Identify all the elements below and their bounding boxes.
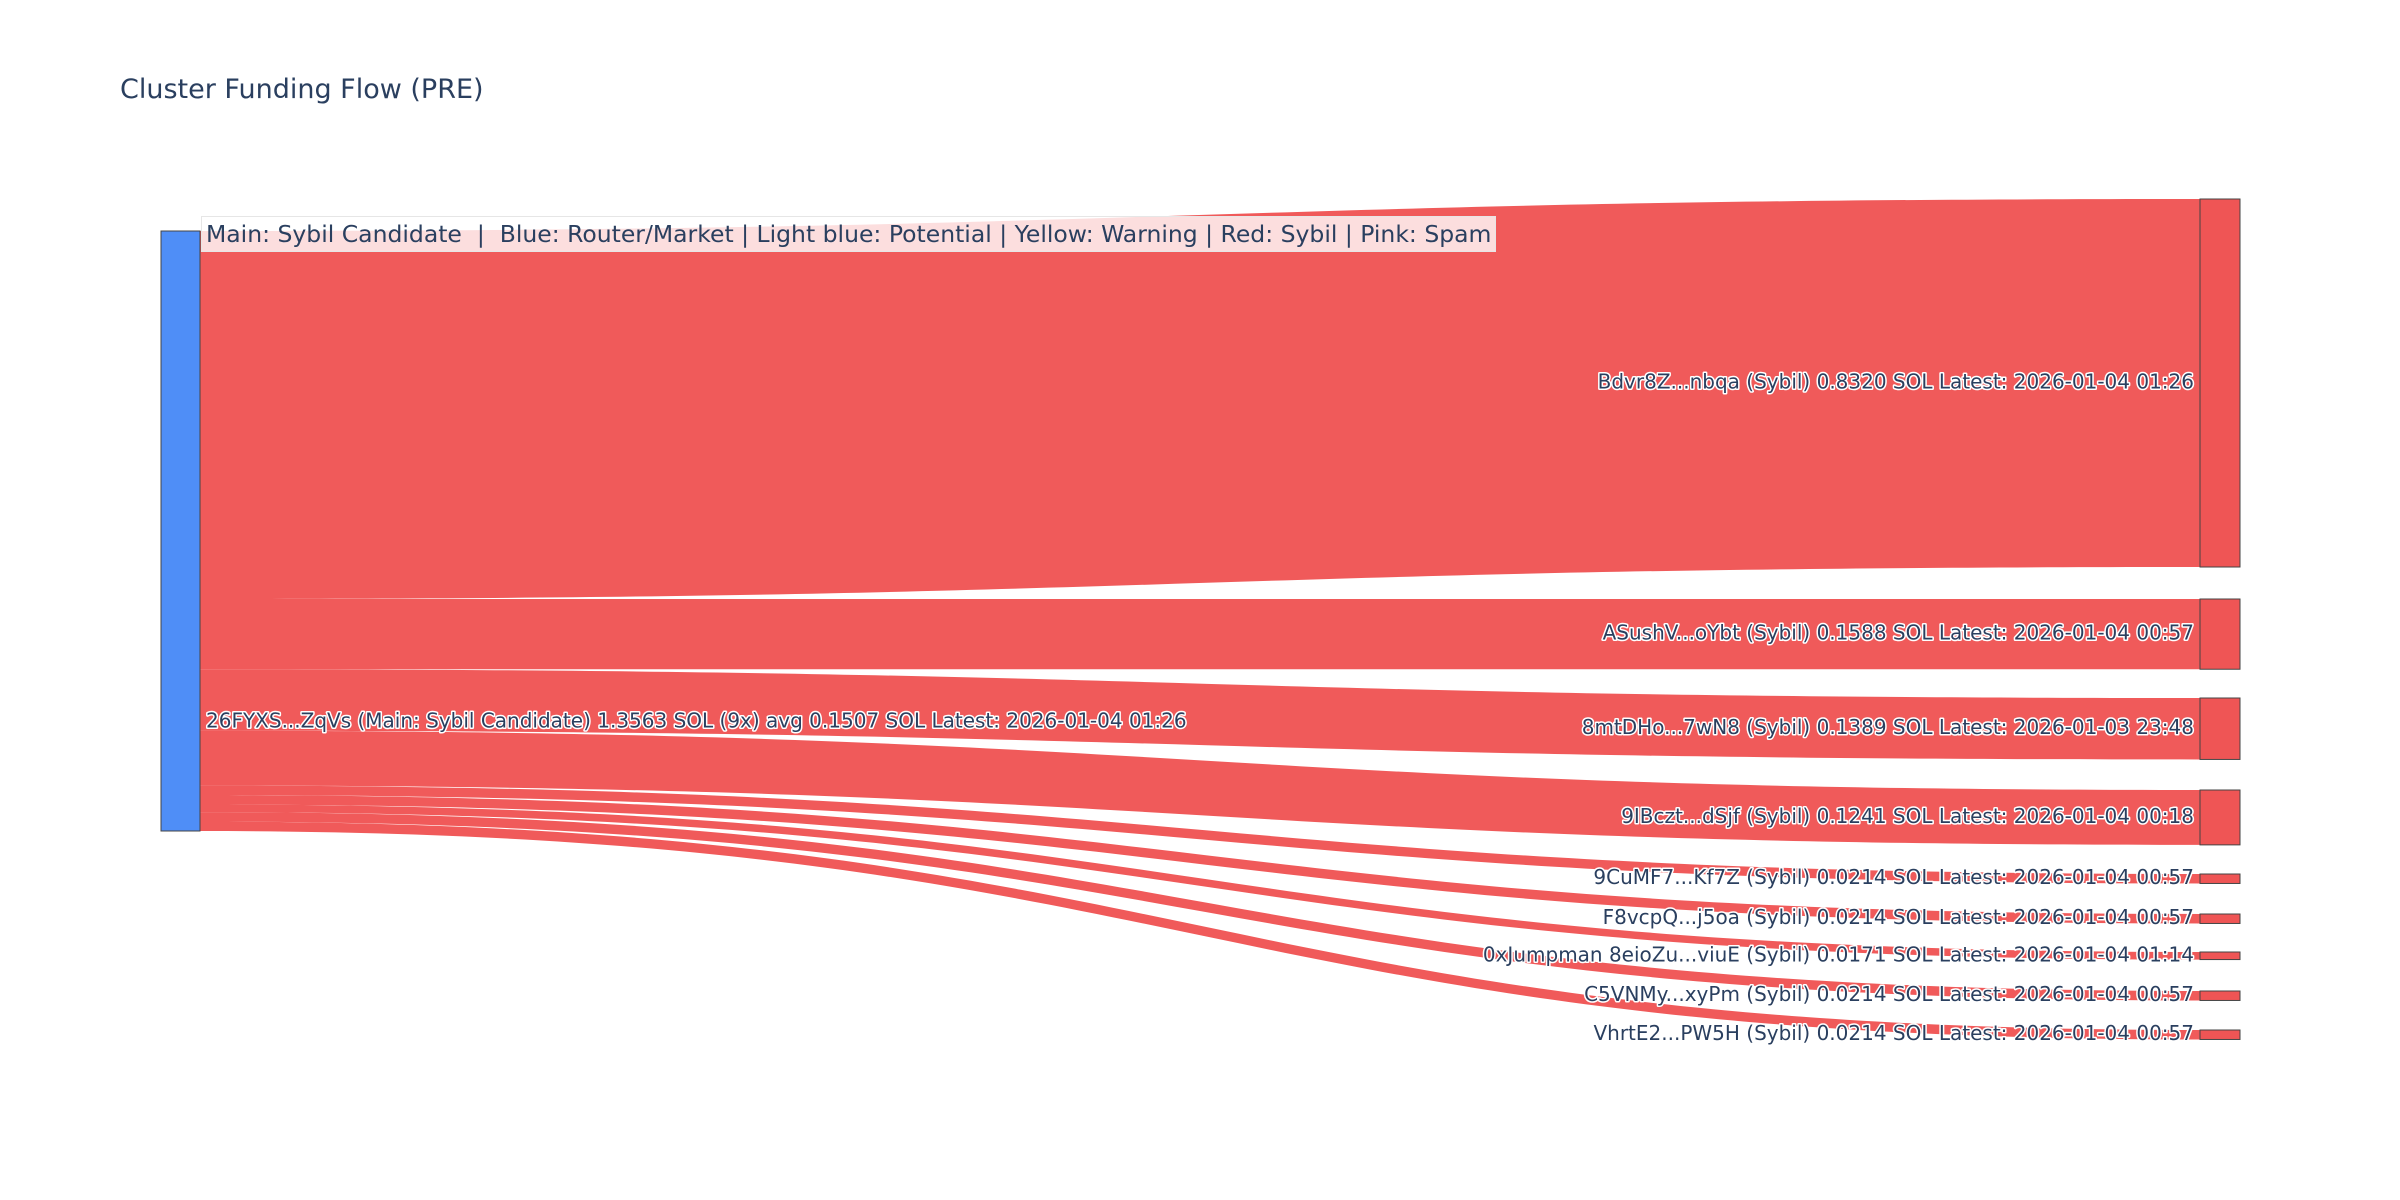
node-label-n1: Bdvr8Z...nbqa (Sybil) 0.8320 SOL Latest:… — [1598, 370, 2194, 394]
node-n7[interactable] — [2199, 951, 2241, 961]
node-label-n3: 8mtDHo...7wN8 (Sybil) 0.1389 SOL Latest:… — [1582, 715, 2194, 739]
link-n3[interactable] — [200, 669, 2200, 760]
node-label-n2: ASushV...oYbt (Sybil) 0.1588 SOL Latest:… — [1603, 621, 2194, 645]
link-n1[interactable] — [200, 199, 2200, 600]
link-n7[interactable] — [200, 804, 2200, 960]
node-n4[interactable] — [2199, 789, 2241, 846]
node-label-src: 26FYXS...ZqVs (Main: Sybil Candidate) 1.… — [206, 708, 1187, 732]
link-n2[interactable] — [200, 599, 2200, 670]
link-n6[interactable] — [200, 795, 2200, 924]
chart-title: Cluster Funding Flow (PRE) — [120, 74, 484, 105]
node-n5[interactable] — [2199, 873, 2241, 884]
node-label-n4: 9IBczt...dSjf (Sybil) 0.1241 SOL Latest:… — [1621, 804, 2194, 828]
node-n6[interactable] — [2199, 913, 2241, 924]
node-n9[interactable] — [2199, 1029, 2241, 1040]
node-n1[interactable] — [2199, 198, 2241, 568]
node-src[interactable] — [160, 230, 201, 832]
links — [200, 199, 2200, 1040]
node-label-n9: VhrtE2...PW5H (Sybil) 0.0214 SOL Latest:… — [1593, 1021, 2194, 1045]
link-n5[interactable] — [200, 785, 2200, 884]
nodes — [160, 198, 2241, 1040]
node-label-n6: F8vcpQ...j5oa (Sybil) 0.0214 SOL Latest:… — [1603, 905, 2194, 929]
node-n8[interactable] — [2199, 990, 2241, 1001]
node-label-n5: 9CuMF7...Kf7Z (Sybil) 0.0214 SOL Latest:… — [1593, 865, 2194, 889]
node-n2[interactable] — [2199, 598, 2241, 670]
node-label-n7: 0xJumpman 8eioZu...viuE (Sybil) 0.0171 S… — [1483, 942, 2194, 966]
link-n4[interactable] — [200, 730, 2200, 845]
legend-annotation: Main: Sybil Candidate | Blue: Router/Mar… — [201, 216, 1497, 252]
node-labels: 26FYXS...ZqVs (Main: Sybil Candidate) 1.… — [205, 368, 2196, 1047]
link-n9[interactable] — [200, 821, 2200, 1040]
node-n3[interactable] — [2199, 697, 2241, 760]
node-label-n8: C5VNMy...xyPm (Sybil) 0.0214 SOL Latest:… — [1584, 982, 2194, 1006]
link-n8[interactable] — [200, 812, 2200, 1001]
